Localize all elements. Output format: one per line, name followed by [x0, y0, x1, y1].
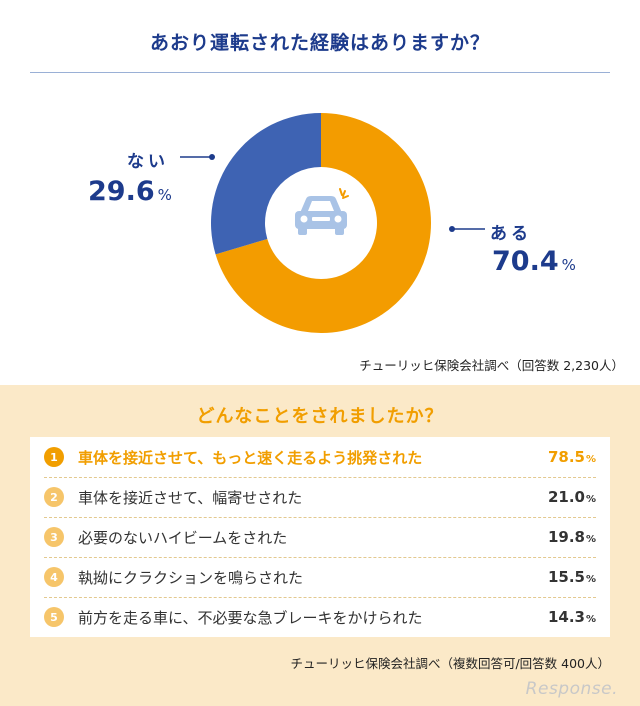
ranking-row-1: 1 車体を接近させて、もっと速く走るよう挑発された 78.5%: [44, 437, 596, 477]
ranking-value-number: 15.5: [547, 568, 585, 586]
ranking-label: 必要のないハイビームをされた: [78, 528, 288, 547]
rank-badge: 3: [44, 527, 64, 547]
pie-slice-nai: [211, 113, 321, 255]
slice-label-aru: ある: [490, 224, 532, 244]
ranking-value: 14.3%: [526, 608, 596, 626]
ranking-value-unit: %: [585, 534, 596, 545]
ranking-value-unit: %: [585, 614, 596, 625]
ranking-value-unit: %: [585, 574, 596, 585]
ranking-value-unit: %: [585, 494, 596, 505]
pie-title: あおり運転された経験はありますか？: [149, 32, 490, 54]
ranking-label: 前方を走る車に、不必要な急ブレーキをかけられた: [78, 608, 423, 627]
pie-source: チューリッヒ保険会社調べ（回答数 2,230人）: [359, 358, 624, 373]
ranking-value-number: 21.0: [547, 488, 585, 506]
ranking-label: 車体を接近させて、もっと速く走るよう挑発された: [78, 448, 423, 467]
ranking-label: 執拗にクラクションを鳴らされた: [78, 568, 304, 587]
rank-badge: 5: [44, 607, 64, 627]
slice-value-aru: 70.4%: [492, 246, 576, 277]
ranking-row-5: 5 前方を走る車に、不必要な急ブレーキをかけられた 14.3%: [44, 597, 596, 637]
ranking-value-number: 19.8: [547, 528, 585, 546]
slice-value-nai-unit: %: [157, 186, 172, 204]
ranking-value: 78.5%: [526, 448, 596, 466]
ranking-value-number: 78.5: [547, 448, 585, 466]
ranking-source: チューリッヒ保険会社調べ（複数回答可/回答数 400人）: [290, 656, 610, 671]
slice-value-nai: 29.6%: [88, 176, 172, 207]
ranking-value: 15.5%: [526, 568, 596, 586]
title-divider: [30, 72, 610, 73]
row-divider: [44, 517, 596, 518]
leader-dot-aru: [449, 226, 455, 232]
leader-dot-nai: [209, 154, 215, 160]
slice-value-nai-number: 29.6: [88, 176, 155, 207]
ranking-value-unit: %: [585, 454, 596, 465]
slice-value-aru-unit: %: [561, 256, 576, 274]
rank-badge: 2: [44, 487, 64, 507]
ranking-title: どんなことをされましたか？: [196, 406, 444, 427]
donut-chart: [180, 113, 485, 333]
response-logo: Response.: [525, 679, 618, 699]
ranking-row-2: 2 車体を接近させて、幅寄せされた 21.0%: [44, 477, 596, 517]
row-divider: [44, 597, 596, 598]
ranking-value: 21.0%: [526, 488, 596, 506]
ranking-label: 車体を接近させて、幅寄せされた: [78, 488, 303, 507]
ranking-row-4: 4 執拗にクラクションを鳴らされた 15.5%: [44, 557, 596, 597]
slice-value-aru-number: 70.4: [492, 246, 559, 277]
row-divider: [44, 477, 596, 478]
row-divider: [44, 557, 596, 558]
rank-badge: 1: [44, 447, 64, 467]
ranking-section: どんなことをされましたか？ 1 車体を接近させて、もっと速く走るよう挑発された …: [0, 385, 640, 706]
ranking-value-number: 14.3: [547, 608, 585, 626]
ranking-value: 19.8%: [526, 528, 596, 546]
pie-section: あおり運転された経験はありますか？ ない 29.6% ある 70.4% チューリ…: [30, 32, 624, 373]
ranking-panel: 1 車体を接近させて、もっと速く走るよう挑発された 78.5% 2 車体を接近さ…: [30, 437, 610, 637]
slice-label-nai: ない: [127, 152, 169, 172]
pie-slice-aru: [215, 113, 431, 333]
rank-badge: 4: [44, 567, 64, 587]
car-icon: [295, 188, 349, 235]
ranking-row-3: 3 必要のないハイビームをされた 19.8%: [44, 517, 596, 557]
